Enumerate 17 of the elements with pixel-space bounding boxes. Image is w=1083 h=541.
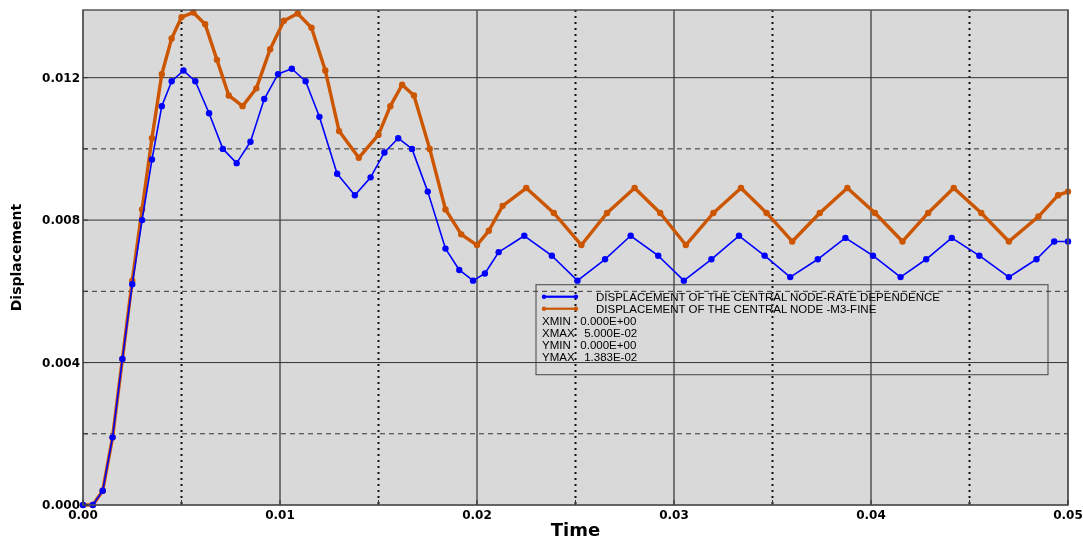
annotation: YMAX 1.383E-02 xyxy=(542,350,638,363)
x-tick-label: 0.02 xyxy=(462,508,492,522)
y-axis-title: Displacement xyxy=(8,203,24,312)
annotation: YMIN 0.000E+00 xyxy=(542,338,637,351)
x-axis-title: Time xyxy=(550,519,601,540)
annotation: XMAX 5.000E-02 xyxy=(542,326,638,339)
legend-label: DISPLACEMENT OF THE CENTRAL NODE-RATE DEPENDENCE xyxy=(596,290,941,303)
y-tick-label: 0.004 xyxy=(42,355,80,370)
x-tick-label: 0.00 xyxy=(68,508,98,522)
legend-label: DISPLACEMENT OF THE CENTRAL NODE -M3-FINE xyxy=(596,302,877,315)
y-tick-label: 0.008 xyxy=(42,213,80,228)
x-tick-label: 0.05 xyxy=(1053,508,1083,522)
x-tick-label: 0.04 xyxy=(856,508,886,522)
x-tick-label: 0.03 xyxy=(659,508,689,522)
annotation: XMIN 0.000E+00 xyxy=(542,314,637,327)
y-tick-label: 0.012 xyxy=(42,70,80,85)
x-tick-label: 0.01 xyxy=(265,508,295,522)
